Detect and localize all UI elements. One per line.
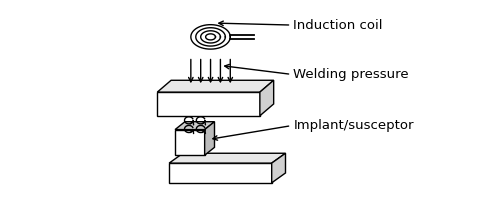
Text: Welding pressure: Welding pressure (294, 68, 409, 81)
Polygon shape (204, 122, 214, 155)
Polygon shape (169, 163, 272, 183)
Polygon shape (169, 153, 286, 163)
Polygon shape (175, 122, 214, 130)
Polygon shape (196, 28, 226, 46)
Polygon shape (272, 153, 285, 183)
Polygon shape (206, 34, 216, 40)
Polygon shape (200, 31, 220, 43)
Polygon shape (158, 92, 260, 116)
Polygon shape (175, 130, 204, 155)
Polygon shape (260, 80, 274, 116)
Text: Implant/susceptor: Implant/susceptor (294, 119, 414, 132)
Text: Induction coil: Induction coil (294, 19, 383, 32)
Polygon shape (191, 25, 230, 49)
Polygon shape (158, 80, 274, 92)
